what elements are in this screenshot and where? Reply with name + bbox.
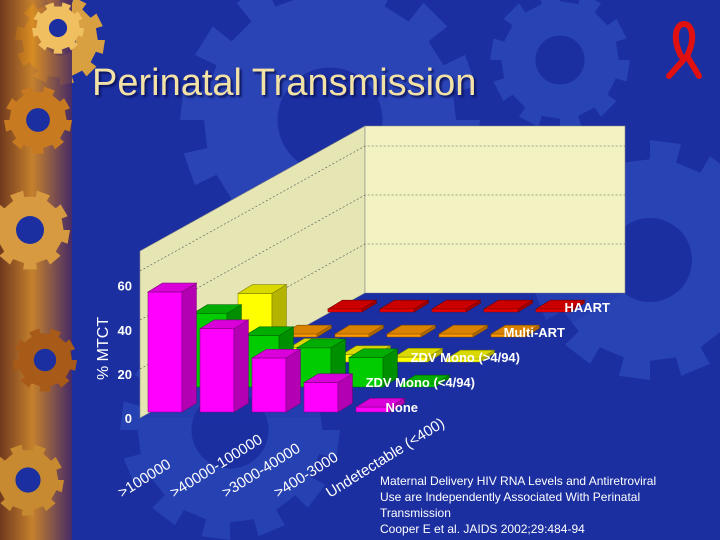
y-tick-label: 20 [118, 367, 132, 382]
gear-icon [32, 2, 84, 54]
bar [392, 347, 444, 363]
gear-icon [13, 328, 77, 392]
bar [347, 348, 399, 388]
series-label: None [386, 400, 419, 415]
caption-line-3: Transmission [380, 506, 451, 520]
bar [444, 349, 496, 363]
y-tick-label: 40 [118, 323, 132, 338]
bar [333, 324, 385, 338]
gridline [139, 145, 625, 272]
series-label: ZDV Mono (>4/94) [411, 350, 520, 365]
back-wall [364, 125, 626, 294]
bar [437, 324, 489, 338]
bar [399, 374, 451, 388]
gear-icon [0, 190, 70, 270]
bar [430, 299, 482, 313]
gear-icon [490, 0, 630, 130]
caption-line-2: Use are Independently Associated With Pe… [380, 490, 641, 504]
bar [250, 348, 302, 413]
bar [378, 299, 430, 313]
bar [146, 282, 198, 413]
series-label: HAART [565, 300, 611, 315]
y-tick-label: 60 [118, 279, 132, 294]
slide-title: Perinatal Transmission [92, 62, 477, 104]
red-ribbon-icon [666, 20, 702, 79]
caption-line-1: Maternal Delivery HIV RNA Levels and Ant… [380, 474, 657, 488]
y-tick-label: 0 [125, 411, 132, 426]
gear-icon [0, 444, 64, 516]
bar [385, 324, 437, 338]
y-axis-label: % MTCT [95, 317, 112, 380]
bar [198, 319, 250, 413]
bar [302, 373, 354, 413]
gridline [139, 194, 625, 321]
bar [326, 299, 378, 313]
caption: Maternal Delivery HIV RNA Levels and Ant… [380, 473, 715, 537]
bar [489, 324, 541, 338]
series-label: Multi-ART [504, 325, 565, 340]
bar [482, 299, 534, 313]
series-label: ZDV Mono (<4/94) [366, 375, 475, 390]
bar [354, 397, 406, 413]
gear-icon [4, 86, 72, 154]
caption-line-4: Cooper E et al. JAIDS 2002;29:484-94 [380, 522, 585, 536]
bar [534, 299, 586, 313]
